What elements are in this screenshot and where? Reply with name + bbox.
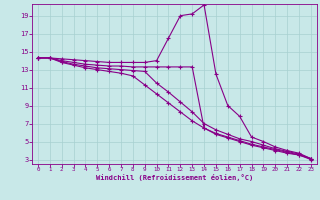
X-axis label: Windchill (Refroidissement éolien,°C): Windchill (Refroidissement éolien,°C) — [96, 174, 253, 181]
